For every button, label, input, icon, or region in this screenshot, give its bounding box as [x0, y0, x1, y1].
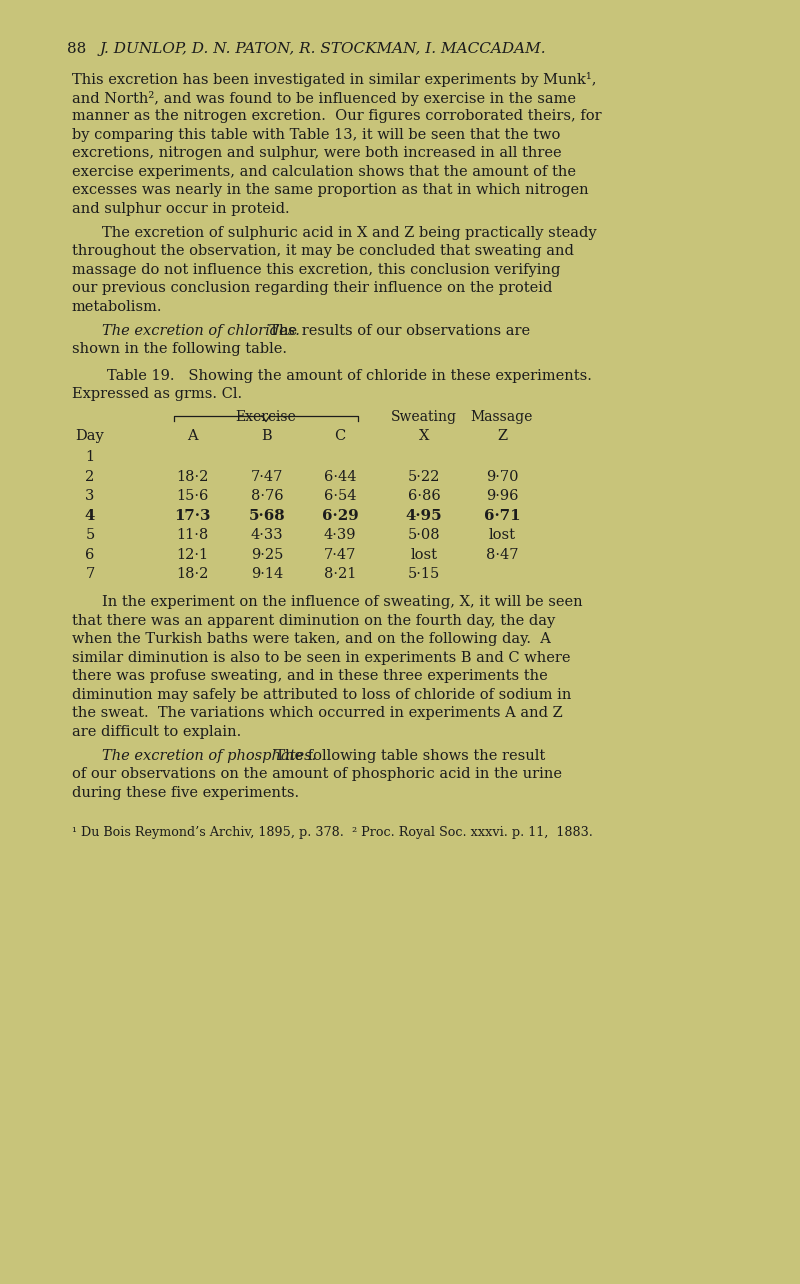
Text: 4·95: 4·95 [406, 508, 442, 523]
Text: lost: lost [489, 528, 515, 542]
Text: 5·68: 5·68 [249, 508, 286, 523]
Text: 6·29: 6·29 [322, 508, 358, 523]
Text: Z: Z [497, 429, 507, 443]
Text: massage do not influence this excretion, this conclusion verifying: massage do not influence this excretion,… [72, 262, 560, 276]
Text: the sweat.  The variations which occurred in experiments A and Z: the sweat. The variations which occurred… [72, 706, 562, 720]
Text: 6·54: 6·54 [324, 489, 356, 503]
Text: Sweating: Sweating [391, 410, 457, 424]
Text: 4·39: 4·39 [324, 528, 356, 542]
Text: 18·2: 18·2 [176, 568, 208, 582]
Text: diminution may safely be attributed to loss of chloride of sodium in: diminution may safely be attributed to l… [72, 687, 571, 701]
Text: 11·8: 11·8 [176, 528, 208, 542]
Text: C: C [334, 429, 346, 443]
Text: 7·47: 7·47 [251, 470, 283, 484]
Text: 15·6: 15·6 [176, 489, 208, 503]
Text: 17·3: 17·3 [174, 508, 210, 523]
Text: B: B [262, 429, 272, 443]
Text: 5: 5 [86, 528, 94, 542]
Text: In the experiment on the influence of sweating, X, it will be seen: In the experiment on the influence of sw… [102, 594, 582, 609]
Text: of our observations on the amount of phosphoric acid in the urine: of our observations on the amount of pho… [72, 767, 562, 781]
Text: when the Turkish baths were taken, and on the following day.  A: when the Turkish baths were taken, and o… [72, 632, 551, 646]
Text: Exercise: Exercise [236, 410, 296, 424]
Text: that there was an apparent diminution on the fourth day, the day: that there was an apparent diminution on… [72, 614, 555, 628]
Text: The results of our observations are: The results of our observations are [260, 324, 530, 338]
Text: by comparing this table with Table 13, it will be seen that the two: by comparing this table with Table 13, i… [72, 127, 560, 141]
Text: Table 19.   Showing the amount of chloride in these experiments.: Table 19. Showing the amount of chloride… [107, 369, 592, 383]
Text: The excretion of phosphates.: The excretion of phosphates. [102, 749, 316, 763]
Text: Day: Day [76, 429, 104, 443]
Text: 12·1: 12·1 [176, 548, 208, 562]
Text: 6: 6 [86, 548, 94, 562]
Text: 2: 2 [86, 470, 94, 484]
Text: 4·33: 4·33 [250, 528, 283, 542]
Text: there was profuse sweating, and in these three experiments the: there was profuse sweating, and in these… [72, 669, 548, 683]
Text: The excretion of sulphuric acid in X and Z being practically steady: The excretion of sulphuric acid in X and… [102, 226, 597, 240]
Text: are difficult to explain.: are difficult to explain. [72, 724, 242, 738]
Text: Massage: Massage [471, 410, 533, 424]
Text: 6·44: 6·44 [324, 470, 356, 484]
Text: 9·70: 9·70 [486, 470, 518, 484]
Text: 7: 7 [86, 568, 94, 582]
Text: Expressed as grms. Cl.: Expressed as grms. Cl. [72, 388, 242, 402]
Text: 7·47: 7·47 [324, 548, 356, 562]
Text: metabolism.: metabolism. [72, 299, 162, 313]
Text: during these five experiments.: during these five experiments. [72, 786, 299, 800]
Text: 9·14: 9·14 [251, 568, 283, 582]
Text: The following table shows the result: The following table shows the result [266, 749, 545, 763]
Text: ¹ Du Bois Reymond’s Archiv, 1895, p. 378.: ¹ Du Bois Reymond’s Archiv, 1895, p. 378… [72, 826, 344, 838]
Text: 6·86: 6·86 [408, 489, 440, 503]
Text: This excretion has been investigated in similar experiments by Munk¹,: This excretion has been investigated in … [72, 72, 597, 87]
Text: excesses was nearly in the same proportion as that in which nitrogen: excesses was nearly in the same proporti… [72, 184, 589, 196]
Text: and sulphur occur in proteid.: and sulphur occur in proteid. [72, 202, 290, 216]
Text: 5·22: 5·22 [408, 470, 440, 484]
Text: J. DUNLOP, D. N. PATON, R. STOCKMAN, I. MACCADAM.: J. DUNLOP, D. N. PATON, R. STOCKMAN, I. … [100, 42, 546, 56]
Text: 1: 1 [86, 451, 94, 465]
Text: 9·25: 9·25 [251, 548, 283, 562]
Text: and North², and was found to be influenced by exercise in the same: and North², and was found to be influenc… [72, 90, 576, 105]
Text: A: A [186, 429, 198, 443]
Text: The excretion of chlorides.: The excretion of chlorides. [102, 324, 300, 338]
Text: ² Proc. Royal Soc. xxxvi. p. 11,  1883.: ² Proc. Royal Soc. xxxvi. p. 11, 1883. [352, 826, 593, 838]
Text: exercise experiments, and calculation shows that the amount of the: exercise experiments, and calculation sh… [72, 164, 576, 178]
Text: manner as the nitrogen excretion.  Our figures corroborated theirs, for: manner as the nitrogen excretion. Our fi… [72, 109, 602, 123]
Text: lost: lost [410, 548, 438, 562]
Text: similar diminution is also to be seen in experiments B and C where: similar diminution is also to be seen in… [72, 651, 570, 665]
Text: 8·47: 8·47 [486, 548, 518, 562]
Text: X: X [419, 429, 429, 443]
Text: 4: 4 [85, 508, 95, 523]
Text: 8·21: 8·21 [324, 568, 356, 582]
Text: throughout the observation, it may be concluded that sweating and: throughout the observation, it may be co… [72, 244, 574, 258]
Text: 5·15: 5·15 [408, 568, 440, 582]
Text: 8·76: 8·76 [250, 489, 283, 503]
Text: 88: 88 [67, 42, 86, 56]
Text: 6·71: 6·71 [484, 508, 520, 523]
Text: excretions, nitrogen and sulphur, were both increased in all three: excretions, nitrogen and sulphur, were b… [72, 146, 562, 160]
Text: shown in the following table.: shown in the following table. [72, 342, 287, 356]
Text: our previous conclusion regarding their influence on the proteid: our previous conclusion regarding their … [72, 281, 552, 295]
Text: 3: 3 [86, 489, 94, 503]
Text: 18·2: 18·2 [176, 470, 208, 484]
Text: 9·96: 9·96 [486, 489, 518, 503]
Text: 5·08: 5·08 [408, 528, 440, 542]
